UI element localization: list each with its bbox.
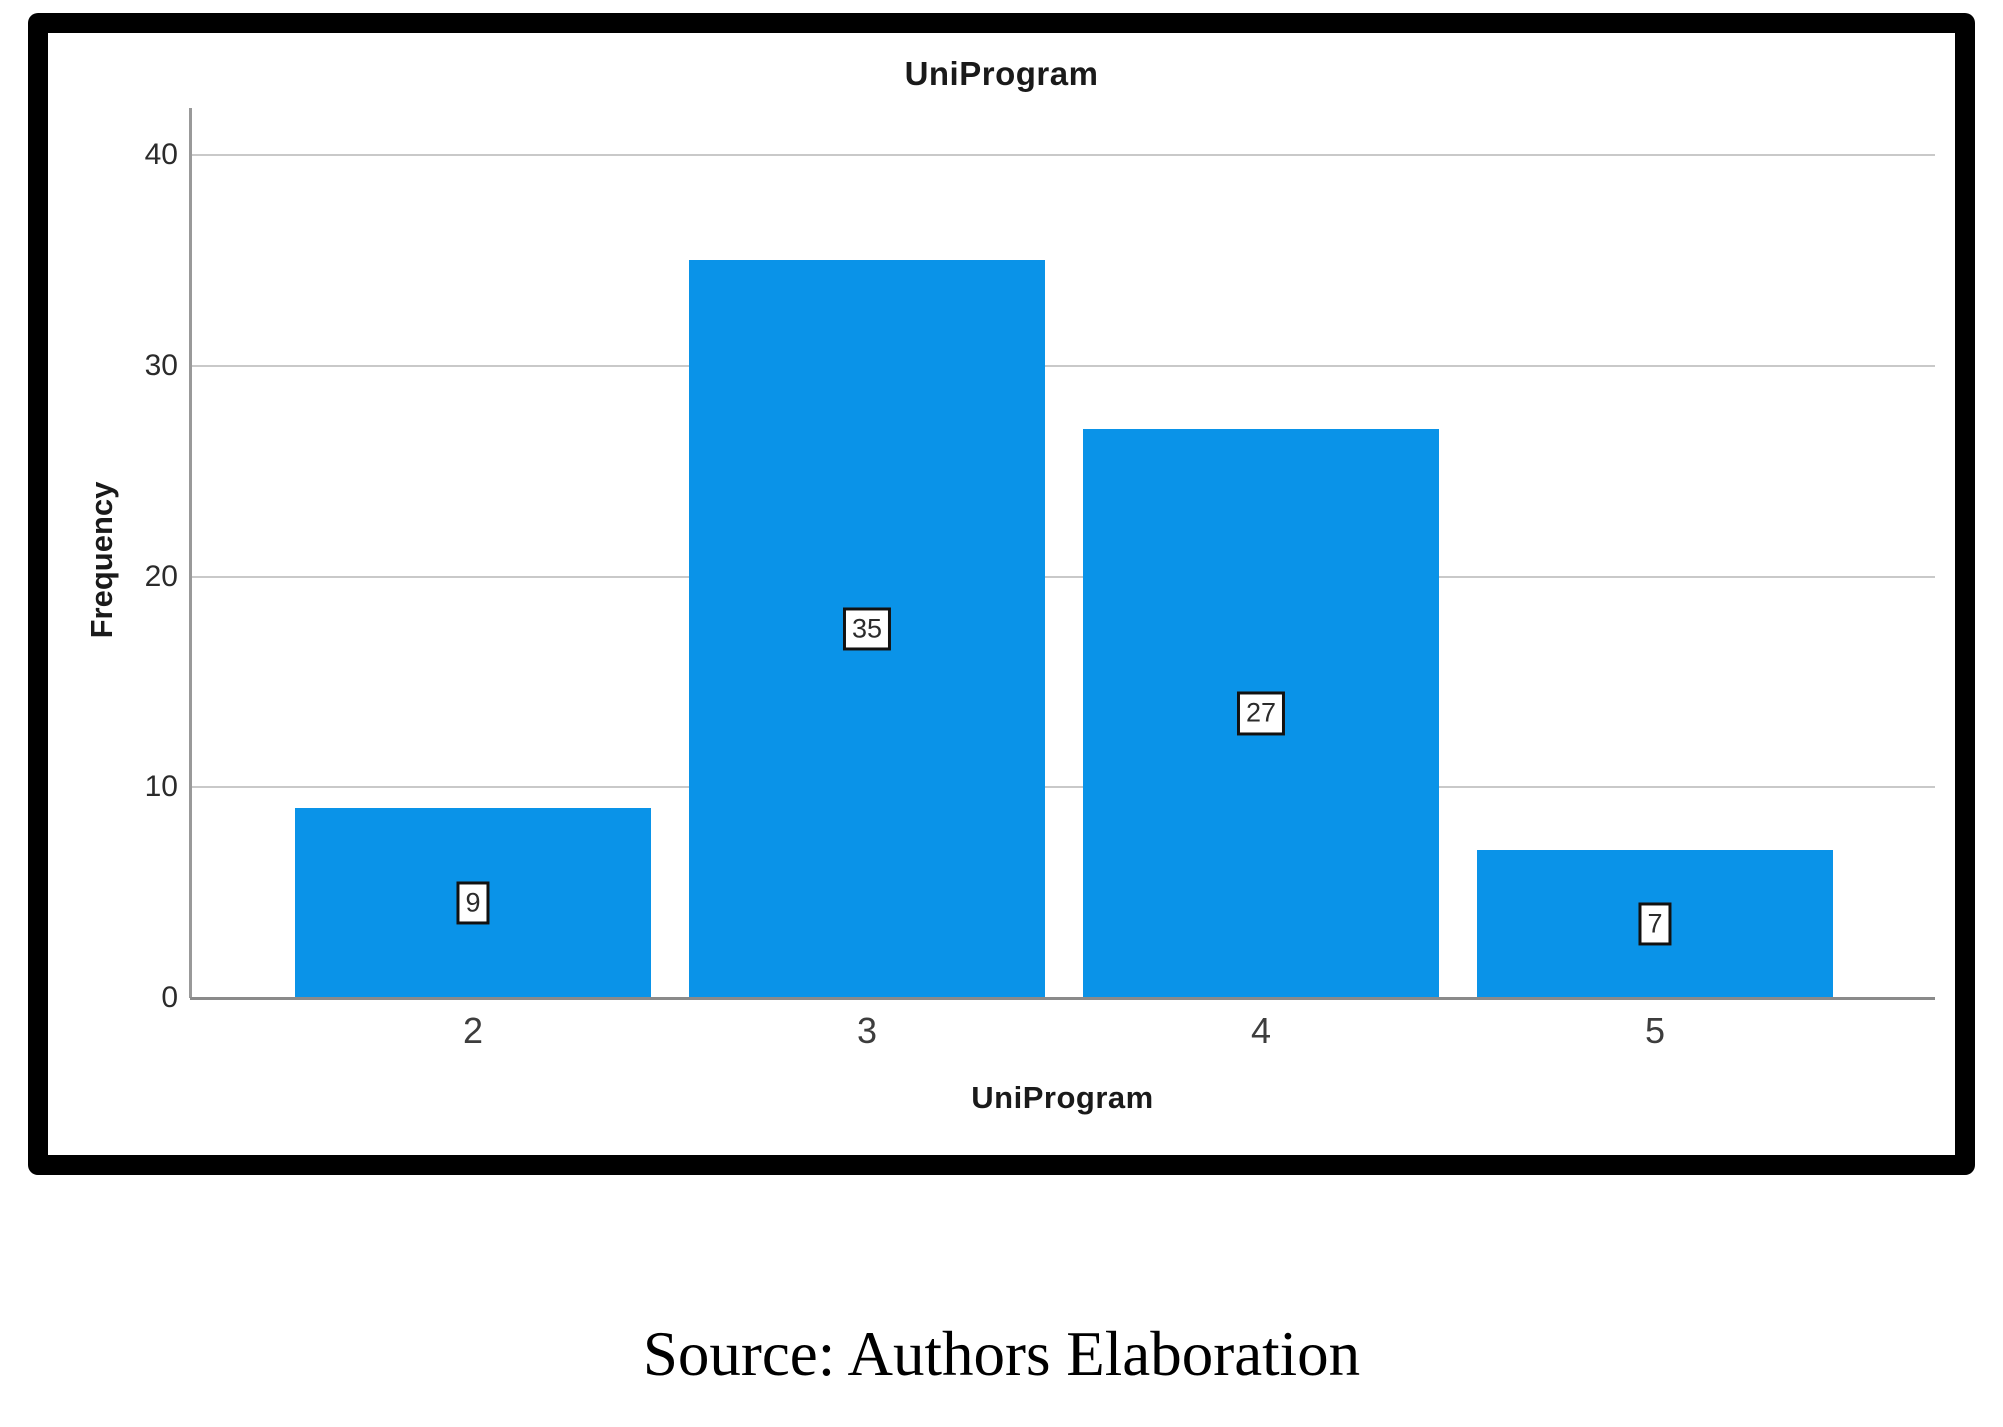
- y-tick-label-30: 30: [144, 348, 178, 382]
- bar-category-5: 7: [1477, 850, 1833, 998]
- bar-category-4: 27: [1083, 428, 1439, 998]
- bar-value-label-3: 35: [842, 607, 892, 651]
- x-tick-label-3: 3: [856, 1010, 878, 1051]
- gridline-y-20: [190, 575, 1935, 578]
- bar-category-3: 35: [689, 260, 1045, 998]
- y-tick-label-40: 40: [144, 138, 178, 171]
- gridline-y-30: [190, 364, 1935, 367]
- x-axis-title: UniProgram: [971, 1080, 1154, 1115]
- source-caption: Source: Authors Elaboration: [642, 1319, 1361, 1389]
- chart-title: UniProgram: [904, 55, 1099, 92]
- x-axis-line: [190, 997, 1935, 1000]
- y-axis-line: [189, 108, 192, 998]
- bar-category-2: 9: [295, 808, 651, 998]
- gridline-y-10: [190, 786, 1935, 789]
- y-tick-label-10: 10: [144, 770, 178, 804]
- bar-value-label-5: 7: [1638, 902, 1672, 946]
- gridline-y-40: [190, 154, 1935, 156]
- y-tick-label-0: 0: [161, 981, 178, 1014]
- x-tick-label-2: 2: [462, 1010, 484, 1051]
- x-tick-label-4: 4: [1250, 1010, 1272, 1051]
- bar-value-label-2: 9: [456, 881, 490, 925]
- y-tick-label-20: 20: [144, 559, 178, 593]
- x-tick-label-5: 5: [1644, 1010, 1666, 1051]
- bar-value-label-4: 27: [1236, 691, 1286, 735]
